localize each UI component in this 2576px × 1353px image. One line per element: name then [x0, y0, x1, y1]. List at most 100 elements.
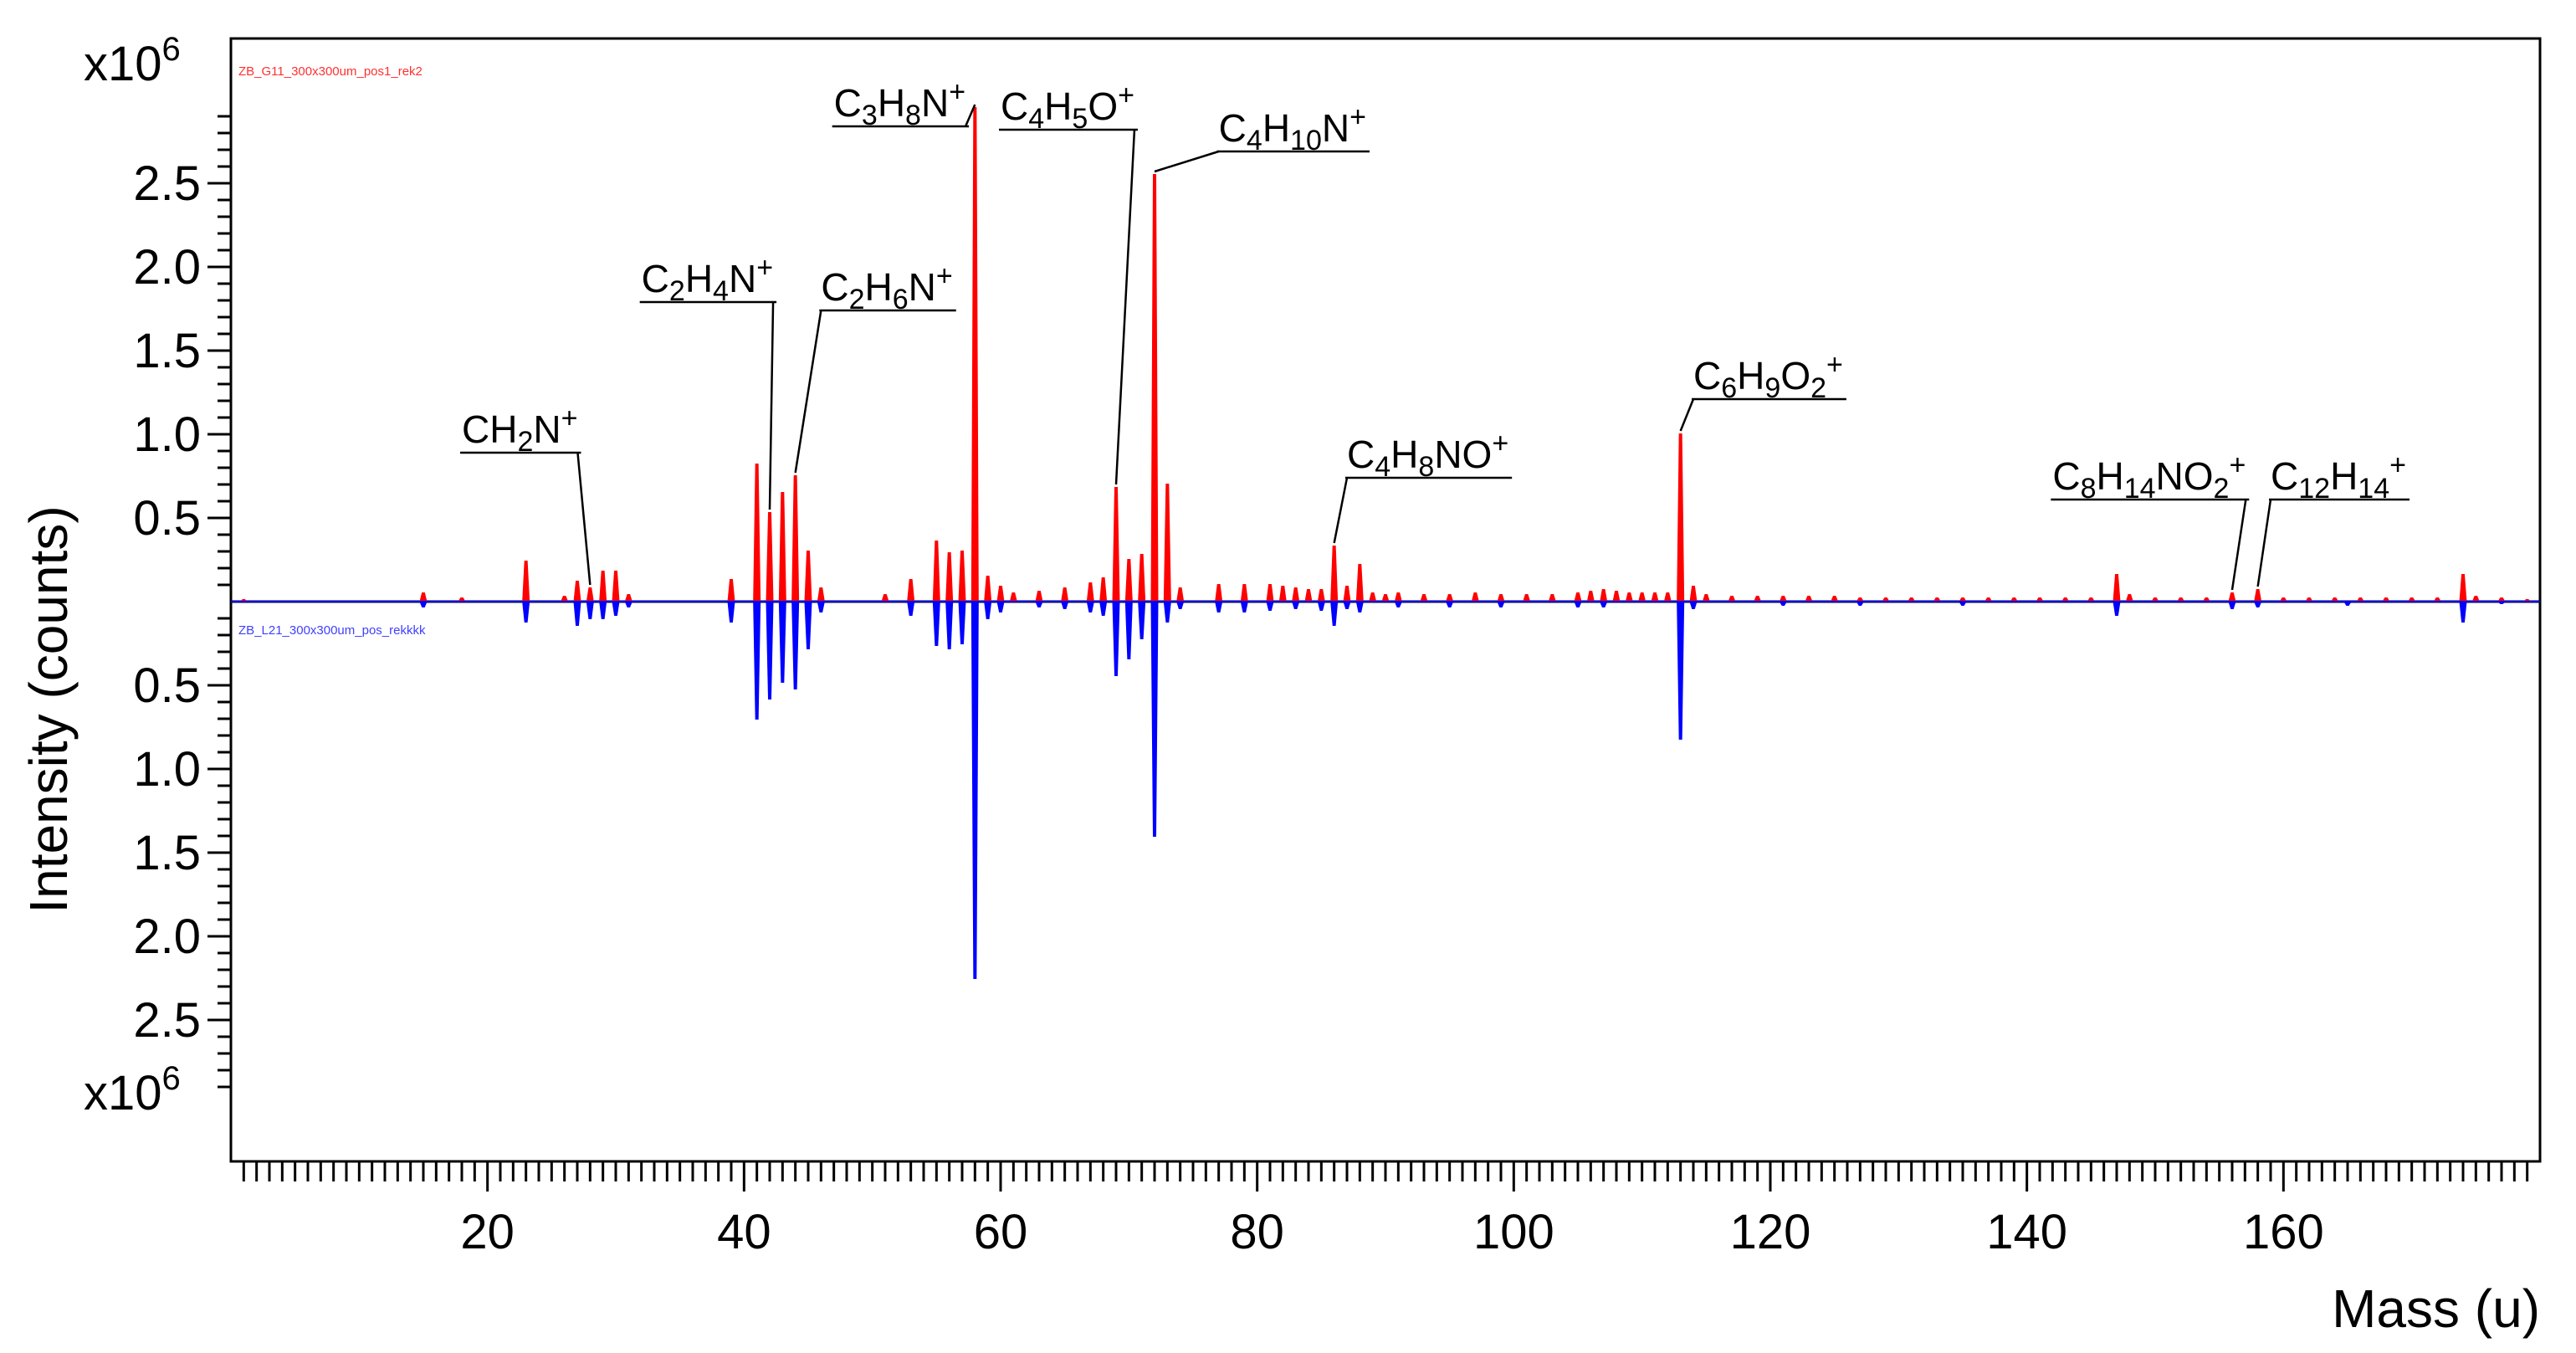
annotation-leader — [794, 310, 822, 474]
series-1-peak — [932, 601, 940, 646]
annotation-leader — [1114, 129, 1136, 485]
series-0-peak — [1150, 174, 1159, 602]
series-1-peak — [984, 601, 992, 619]
series-1-peak — [766, 601, 774, 700]
series-0-peak — [1009, 592, 1017, 602]
series-0-peak — [932, 541, 940, 602]
series-0-peak — [1420, 594, 1428, 602]
series-0-peak — [2113, 574, 2121, 602]
series-0-peak — [1600, 589, 1608, 602]
series-1-peak — [1292, 601, 1300, 609]
series-0-peak — [945, 552, 954, 602]
annotation-leader — [2230, 499, 2247, 591]
annotation-c12h14: C12H14+ — [2256, 449, 2410, 587]
series-legend-bottom: ZB_L21_300x300um_pos_rekkkk — [238, 623, 426, 638]
x-tick-label: 60 — [974, 1205, 1028, 1259]
series-1-peak — [817, 601, 825, 612]
series-0-peak — [1471, 592, 1479, 602]
series-0-peak — [727, 579, 735, 602]
series-0-peak — [2254, 589, 2262, 602]
annotation-label: C12H14+ — [2271, 449, 2406, 505]
series-1-peak — [1266, 601, 1274, 611]
series-0-peak — [1612, 591, 1621, 602]
series-1-peak — [1124, 601, 1133, 659]
series-0-peak — [1663, 592, 1672, 602]
series-1-peak — [1240, 601, 1248, 612]
series-0-peak — [817, 587, 825, 602]
series-0-peak — [1278, 586, 1287, 602]
series-0-peak — [958, 551, 966, 602]
series-0-peak — [599, 571, 607, 602]
series-0-peak — [1035, 591, 1043, 602]
series-1-peak — [599, 601, 607, 619]
series-0-peak — [1651, 592, 1659, 602]
annotation-leader — [1154, 150, 1220, 173]
series-0-peak — [522, 561, 530, 602]
y-multiplier-bottom: x106 — [84, 1060, 181, 1120]
annotation-c2h6n: C2H6N+ — [794, 260, 956, 474]
series-1-peak — [612, 601, 620, 616]
series-0-peak — [1394, 592, 1402, 602]
x-tick-label: 120 — [1730, 1205, 1811, 1259]
series-0-peak — [1702, 594, 1710, 602]
annotation-label: C8H14NO2+ — [2052, 449, 2246, 505]
x-tick-label: 80 — [1230, 1205, 1284, 1259]
annotation-label: C4H10N+ — [1219, 101, 1366, 156]
annotation-c4h8no: C4H8NO+ — [1333, 428, 1513, 544]
y-tick-label-top: 0.5 — [133, 491, 201, 546]
y-tick-label-top: 1.5 — [133, 324, 201, 378]
annotation-ch2n: CH2N+ — [460, 402, 592, 586]
series-0-peak — [1086, 582, 1094, 602]
series-0-peak — [1369, 592, 1377, 602]
annotation-c4h5o: C4H5O+ — [999, 79, 1138, 485]
series-0-peak — [419, 592, 428, 602]
series-1-peak — [586, 601, 594, 619]
series-0-peak — [1112, 487, 1120, 602]
series-0-peak — [1163, 484, 1171, 602]
series-0-peak — [1266, 584, 1274, 602]
series-0-peak — [1124, 559, 1133, 602]
series-1-peak — [1099, 601, 1108, 616]
annotation-leader — [2256, 499, 2272, 587]
annotations-layer: CH2N+ C2H4N+ C2H6N+ C3H8N+ C4H5O+ C4H10N+ C4H8… — [460, 76, 2410, 591]
series-0-peak — [778, 492, 786, 602]
series-1-peak — [2459, 601, 2467, 623]
series-0-peak — [766, 512, 774, 602]
annotation-c2h4n: C2H4N+ — [639, 252, 777, 510]
annotation-c6h9o2: C6H9O2+ — [1679, 349, 1846, 432]
series-0-peak — [1138, 554, 1146, 602]
series-0-peak — [804, 551, 812, 602]
x-tick-label: 140 — [1986, 1205, 2067, 1259]
x-axis-title: Mass (u) — [2332, 1279, 2540, 1339]
series-1-peak — [573, 601, 581, 626]
series-1-peak — [1343, 601, 1351, 609]
series-1-peak — [1163, 601, 1171, 623]
series-1-peak — [1689, 601, 1698, 609]
series-0-peak — [1625, 592, 1633, 602]
annotation-c3h8n: C3H8N+ — [832, 76, 976, 131]
series-0-peak — [1677, 433, 1685, 602]
series-1-peak — [1779, 601, 1787, 606]
series-0-peak — [586, 587, 594, 602]
series-0-peak — [1728, 596, 1736, 602]
annotation-c4h10n: C4H10N+ — [1154, 101, 1370, 173]
series-0-peak — [2125, 594, 2133, 602]
series-0-peak — [1586, 591, 1595, 602]
series-1-peak — [2254, 601, 2262, 607]
series-1-peak — [1138, 601, 1146, 639]
series-0-peak — [1754, 596, 1762, 602]
series-1-peak — [1086, 601, 1094, 612]
series-0-peak — [1292, 587, 1300, 602]
series-0-peak — [1061, 587, 1069, 602]
series-0-peak — [1779, 596, 1787, 602]
x-axis-ticks: 20 40 60 80 100 120 140 160 — [242, 1161, 2529, 1259]
annotation-c8h14no2: C8H14NO2+ — [2051, 449, 2250, 591]
annotation-label: CH2N+ — [462, 402, 577, 458]
y-axis-title: Intensity (counts) — [18, 505, 79, 913]
series-0-peak — [1523, 594, 1531, 602]
series-legend-top: ZB_G11_300x300um_pos1_rek2 — [238, 64, 423, 79]
series-1-peak — [1497, 601, 1505, 607]
y-tick-label-top: 2.0 — [133, 240, 201, 295]
series-0-peak — [1099, 577, 1108, 602]
